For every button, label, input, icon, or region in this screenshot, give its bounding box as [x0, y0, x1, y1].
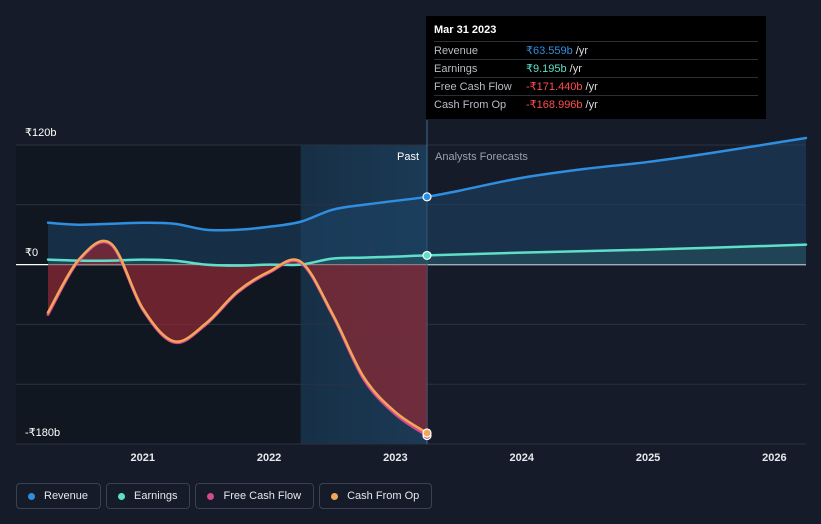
- forecast-label: Analysts Forecasts: [435, 151, 528, 163]
- tooltip-row-value: ₹9.195b: [526, 63, 567, 75]
- x-tick-label: 2023: [383, 452, 407, 464]
- tooltip-row: Cash From Op -₹168.996b/yr: [434, 95, 758, 113]
- legend-dot-icon: [331, 492, 339, 500]
- tooltip-row-label: Earnings: [434, 62, 478, 75]
- legend-item-cash-from-op[interactable]: Cash From Op: [319, 483, 433, 509]
- legend-label: Free Cash Flow: [223, 490, 302, 502]
- tooltip-row-value: ₹63.559b: [526, 45, 573, 57]
- tooltip-row-value: -₹168.996b: [526, 99, 583, 111]
- tooltip-row-label: Cash From Op: [434, 98, 507, 111]
- past-label: Past: [397, 151, 419, 163]
- legend-item-free-cash-flow[interactable]: Free Cash Flow: [195, 483, 315, 509]
- legend-item-revenue[interactable]: Revenue: [16, 483, 102, 509]
- x-tick-label: 2022: [257, 452, 281, 464]
- legend-dot-icon: [207, 492, 215, 500]
- legend-item-earnings[interactable]: Earnings: [106, 483, 191, 509]
- revenue-marker: [422, 192, 432, 202]
- legend-label: Cash From Op: [347, 490, 420, 502]
- chart-tooltip: Mar 31 2023 Revenue ₹63.559b/yr Earnings ₹9…: [426, 16, 766, 119]
- y-tick-label: -₹180b: [25, 427, 60, 439]
- earnings-marker: [422, 250, 432, 261]
- legend-dot-icon: [118, 492, 126, 500]
- legend-dot-icon: [28, 492, 35, 500]
- x-tick-label: 2026: [762, 452, 786, 464]
- legend-label: Revenue: [44, 490, 89, 502]
- tooltip-row-unit: /yr: [575, 44, 588, 57]
- tooltip-row-label: Free Cash Flow: [434, 80, 512, 93]
- chart-legend: Revenue Earnings Free Cash Flow Cash From O…: [16, 483, 433, 509]
- x-tick-label: 2021: [131, 452, 155, 464]
- tooltip-row-value: -₹171.440b: [526, 81, 583, 93]
- tooltip-row-label: Revenue: [434, 44, 479, 57]
- tooltip-row-unit: /yr: [585, 98, 598, 111]
- tooltip-row: Earnings ₹9.195b/yr: [434, 59, 758, 77]
- tooltip-row: Revenue ₹63.559b/yr: [434, 41, 758, 59]
- free-cash-flow-area: [48, 241, 427, 436]
- legend-label: Earnings: [134, 490, 178, 502]
- tooltip-date: Mar 31 2023: [434, 24, 497, 36]
- tooltip-row-unit: /yr: [585, 80, 598, 93]
- earnings-line: [46, 243, 808, 267]
- revenue-line: [46, 136, 808, 232]
- tooltip-row: Free Cash Flow -₹171.440b/yr: [434, 77, 758, 95]
- x-tick-label: 2024: [510, 452, 535, 464]
- x-tick-label: 2025: [636, 452, 660, 464]
- cash-from-op-marker: [422, 428, 432, 438]
- earnings-area: [48, 244, 806, 266]
- y-tick-label: ₹120b: [25, 127, 56, 139]
- y-tick-label: ₹0: [25, 247, 38, 259]
- tooltip-row-unit: /yr: [569, 62, 582, 75]
- cash-from-op-line: [46, 239, 429, 435]
